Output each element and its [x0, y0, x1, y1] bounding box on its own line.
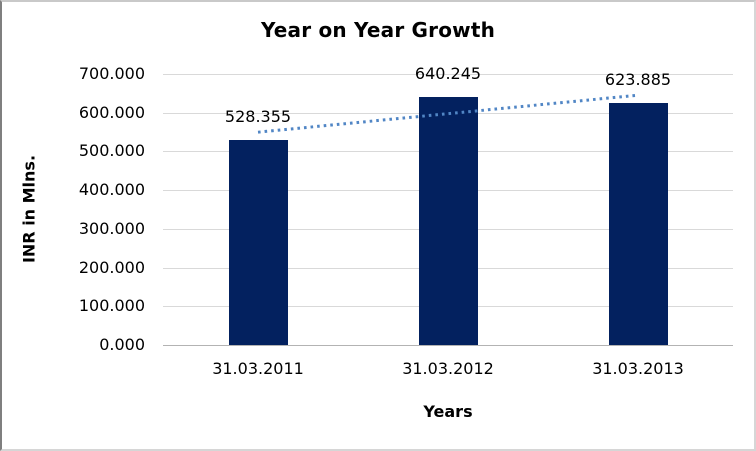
x-category-label: 31.03.2012	[402, 359, 494, 378]
y-tick-label: 400.000	[78, 180, 145, 200]
x-category-label: 31.03.2011	[212, 359, 304, 378]
x-category-label: 31.03.2013	[592, 359, 684, 378]
y-tick-label: 100.000	[78, 296, 145, 316]
trendline	[257, 93, 639, 134]
y-tick-label: 0.000	[99, 335, 145, 354]
x-axis-title: Years	[423, 402, 473, 421]
gridline	[163, 74, 733, 75]
bar-31.03.2013	[608, 103, 668, 345]
bar-31.03.2012	[418, 97, 478, 345]
y-axis-title: INR in Mlns.	[19, 154, 39, 264]
y-tick-label: 300.000	[78, 218, 145, 238]
y-tick-label: 500.000	[78, 141, 145, 161]
y-tick-label: 700.000	[78, 64, 145, 83]
plot-area	[163, 74, 733, 346]
x-axis-line	[163, 345, 733, 346]
y-tick-label: 600.000	[78, 102, 145, 122]
chart-title: Year on Year Growth	[260, 18, 496, 42]
bar-value-label: 528.355	[224, 107, 292, 127]
bar-31.03.2011	[228, 140, 288, 345]
bar-value-label: 623.885	[604, 70, 672, 90]
bar-value-label: 640.245	[414, 64, 482, 84]
y-tick-label: 200.000	[78, 257, 145, 277]
